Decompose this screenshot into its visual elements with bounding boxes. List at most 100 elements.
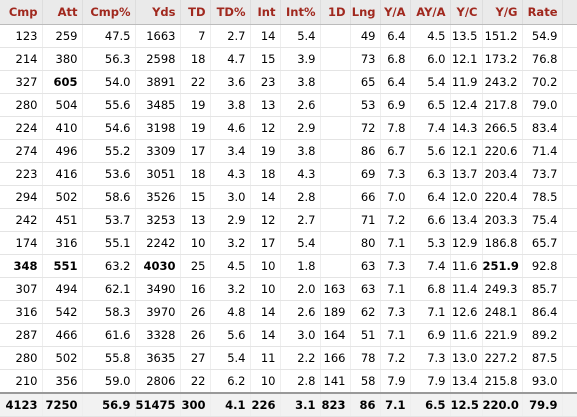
cell: 5.6 [410, 139, 451, 163]
cell: 7.1 [380, 323, 411, 347]
column-header[interactable]: Yds [135, 0, 181, 25]
total-row: 4123 7250 56.9 51475 300 4.1 226 3.1 823 86 7.1 6.5… [0, 392, 577, 417]
cell: 4.6 [210, 116, 251, 140]
cell: 11.6 [450, 254, 483, 278]
cell: 6.8 [410, 277, 451, 301]
total-cell: 79.9 [522, 392, 563, 417]
cell: 5.6 [210, 323, 251, 347]
cell: 22 [180, 369, 211, 394]
cell: 11.4 [450, 277, 483, 301]
cell: 223 [0, 162, 43, 186]
cell: 307 [0, 277, 43, 301]
column-header[interactable]: TD [180, 0, 211, 25]
cell [320, 185, 351, 209]
cell: 316 [42, 231, 83, 255]
spacer [562, 277, 577, 301]
cell: 55.6 [82, 93, 136, 117]
column-header[interactable]: Att [42, 0, 83, 25]
column-header[interactable]: Lng [350, 0, 381, 25]
cell: 7.3 [380, 254, 411, 278]
data-row: 348 551 63.2 4030 25 4.5 10 1.8 63 7.3 7.4 11.6 251.… [0, 254, 577, 278]
cell: 83.4 [522, 116, 563, 140]
cell: 6.4 [410, 185, 451, 209]
column-header[interactable]: Int [250, 0, 281, 25]
column-header[interactable]: Y/A [380, 0, 411, 25]
spacer [562, 162, 577, 186]
cell [320, 231, 351, 255]
cell: 3.6 [210, 70, 251, 94]
cell: 4.5 [410, 24, 451, 48]
cell: 3.8 [210, 93, 251, 117]
cell: 3198 [135, 116, 181, 140]
total-cell: 3.1 [280, 392, 321, 417]
cell: 2.9 [280, 116, 321, 140]
spacer [562, 70, 577, 94]
cell: 13.0 [450, 346, 483, 370]
data-row: 123 259 47.5 1663 7 2.7 14 5.4 49 6.4 4.5 13.5 151.2… [0, 24, 577, 48]
column-header[interactable]: TD% [210, 0, 251, 25]
cell: 3253 [135, 208, 181, 232]
cell: 13 [250, 93, 281, 117]
cell: 203.3 [482, 208, 523, 232]
cell: 13.7 [450, 162, 483, 186]
column-header[interactable]: AY/A [410, 0, 451, 25]
cell: 73.7 [522, 162, 563, 186]
data-row: 327 605 54.0 3891 22 3.6 23 3.8 65 6.4 5.4 11.9 243.… [0, 70, 577, 94]
cell: 2.6 [280, 93, 321, 117]
cell: 274 [0, 139, 43, 163]
cell: 5.3 [410, 231, 451, 255]
column-header[interactable]: Cmp% [82, 0, 136, 25]
header-row: Cmp Att Cmp% Yds TD TD% Int Int% 1D Lng Y/A AY/A Y/C… [0, 0, 577, 25]
column-header[interactable]: Y/G [482, 0, 523, 25]
cell: 7.8 [380, 116, 411, 140]
cell: 7.9 [410, 369, 451, 394]
cell: 59.0 [82, 369, 136, 394]
cell: 214 [0, 47, 43, 71]
cell: 7 [180, 24, 211, 48]
data-row: 174 316 55.1 2242 10 3.2 17 5.4 80 7.1 5.3 12.9 186.… [0, 231, 577, 255]
data-row: 242 451 53.7 3253 13 2.9 12 2.7 71 7.2 6.6 13.4 203.… [0, 208, 577, 232]
cell: 280 [0, 93, 43, 117]
cell: 76.8 [522, 47, 563, 71]
cell: 6.2 [210, 369, 251, 394]
cell: 280 [0, 346, 43, 370]
cell: 221.9 [482, 323, 523, 347]
column-header[interactable]: Rate [522, 0, 563, 25]
cell: 249.3 [482, 277, 523, 301]
column-header[interactable]: Y/C [450, 0, 483, 25]
spacer [562, 208, 577, 232]
total-cell: 86 [350, 392, 381, 417]
cell: 14 [250, 323, 281, 347]
data-row: 223 416 53.6 3051 18 4.3 18 4.3 69 7.3 6.3 13.7 203.… [0, 162, 577, 186]
total-cell: 6.5 [410, 392, 451, 417]
column-header[interactable]: Cmp [0, 0, 43, 25]
cell: 5.4 [280, 24, 321, 48]
cell: 6.6 [410, 208, 451, 232]
cell: 12.1 [450, 139, 483, 163]
cell: 151.2 [482, 24, 523, 48]
cell: 259 [42, 24, 83, 48]
column-header[interactable]: 1D [320, 0, 351, 25]
cell: 86.4 [522, 300, 563, 324]
cell [320, 254, 351, 278]
cell: 7.0 [380, 185, 411, 209]
cell: 18 [180, 162, 211, 186]
cell: 26 [180, 323, 211, 347]
cell: 3.2 [210, 231, 251, 255]
cell: 3526 [135, 185, 181, 209]
cell: 203.4 [482, 162, 523, 186]
cell: 5.4 [410, 70, 451, 94]
cell: 186.8 [482, 231, 523, 255]
spacer [562, 323, 577, 347]
cell: 542 [42, 300, 83, 324]
cell: 14.3 [450, 116, 483, 140]
cell: 502 [42, 185, 83, 209]
column-header[interactable]: Int% [280, 0, 321, 25]
cell: 58 [350, 369, 381, 394]
cell: 248.1 [482, 300, 523, 324]
cell: 71.4 [522, 139, 563, 163]
cell: 63.2 [82, 254, 136, 278]
cell: 7.3 [380, 162, 411, 186]
cell: 410 [42, 116, 83, 140]
